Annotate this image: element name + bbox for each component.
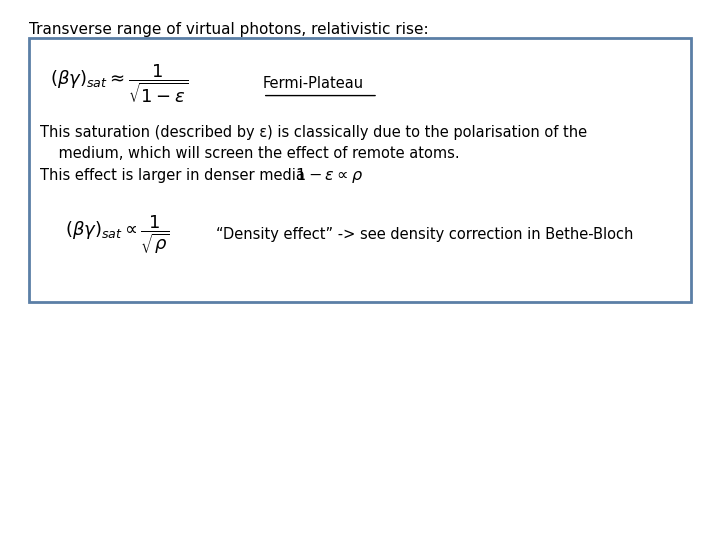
Text: $1-\varepsilon \propto \rho$: $1-\varepsilon \propto \rho$ [295, 166, 364, 185]
Text: $(\beta\gamma)_{sat} \approx \dfrac{1}{\sqrt{1-\varepsilon}}$: $(\beta\gamma)_{sat} \approx \dfrac{1}{\… [50, 62, 189, 105]
Text: $(\beta\gamma)_{sat} \propto \dfrac{1}{\sqrt{\rho}}$: $(\beta\gamma)_{sat} \propto \dfrac{1}{\… [65, 213, 170, 256]
Text: Fermi-Plateau: Fermi-Plateau [263, 76, 364, 91]
Text: Transverse range of virtual photons, relativistic rise:: Transverse range of virtual photons, rel… [29, 22, 428, 37]
Text: This saturation (described by ε) is classically due to the polarisation of the: This saturation (described by ε) is clas… [40, 125, 587, 140]
Text: medium, which will screen the effect of remote atoms.: medium, which will screen the effect of … [40, 146, 459, 161]
Text: This effect is larger in denser media: This effect is larger in denser media [40, 168, 314, 183]
Text: “Density effect” -> see density correction in Bethe-Bloch: “Density effect” -> see density correcti… [216, 227, 634, 242]
